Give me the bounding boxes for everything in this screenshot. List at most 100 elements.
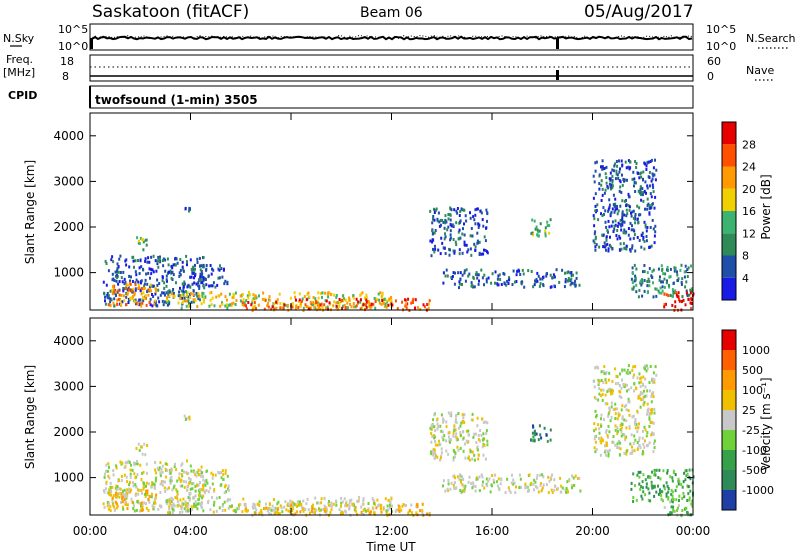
- echo-cell: [117, 289, 120, 293]
- echo-cell: [343, 297, 345, 301]
- echo-cell: [639, 487, 642, 491]
- echo-cell: [130, 497, 133, 501]
- echo-cell: [354, 305, 357, 309]
- echo-cell: [574, 279, 577, 283]
- echo-cell: [151, 285, 154, 288]
- echo-cell: [188, 481, 191, 485]
- echo-cell: [459, 488, 462, 492]
- echo-cell: [475, 271, 478, 275]
- echo-cell: [645, 364, 648, 368]
- echo-cell: [230, 304, 233, 308]
- echo-cell: [145, 481, 148, 485]
- echo-cell: [639, 188, 642, 192]
- echo-cell: [464, 456, 467, 460]
- colorbar-swatch: [722, 211, 736, 234]
- echo-cell: [665, 492, 668, 496]
- echo-cell: [258, 294, 260, 298]
- echo-cell: [595, 448, 598, 452]
- echo-cell: [309, 300, 312, 304]
- echo-cell: [496, 282, 499, 286]
- echo-cell: [315, 508, 318, 512]
- echo-cell: [170, 264, 173, 268]
- echo-cell: [460, 421, 463, 425]
- echo-cell: [619, 372, 621, 376]
- echo-cell: [138, 286, 141, 290]
- echo-cell: [103, 475, 106, 479]
- echo-cell: [621, 417, 624, 421]
- echo-cell: [690, 307, 693, 310]
- echo-cell: [464, 214, 467, 218]
- echo-cell: [466, 250, 469, 254]
- echo-cell: [463, 208, 466, 212]
- echo-cell: [426, 512, 428, 516]
- echo-cell: [481, 276, 484, 280]
- echo-cell: [642, 449, 644, 453]
- echo-cell: [538, 424, 541, 428]
- echo-cell: [480, 211, 483, 215]
- echo-cell: [193, 495, 196, 499]
- echo-cell: [470, 481, 473, 485]
- echo-cell: [154, 290, 157, 294]
- echo-cell: [643, 247, 646, 251]
- power-colorbar-label: Power [dB]: [759, 174, 773, 239]
- echo-cell: [414, 306, 416, 310]
- echo-cell: [635, 283, 638, 287]
- echo-cell: [459, 210, 462, 213]
- echo-cell: [498, 273, 501, 277]
- echo-cell: [344, 510, 347, 514]
- colorbar-swatch: [722, 450, 736, 470]
- echo-cell: [607, 449, 609, 453]
- echo-cell: [314, 496, 317, 500]
- echo-cell: [164, 490, 167, 493]
- echo-cell: [632, 375, 635, 379]
- echo-cell: [651, 275, 654, 279]
- echo-cell: [610, 401, 613, 405]
- echo-cell: [642, 199, 645, 203]
- echo-cell: [459, 271, 462, 275]
- echo-cell: [220, 483, 223, 487]
- echo-cell: [611, 379, 614, 383]
- echo-cell: [178, 271, 181, 275]
- echo-cell: [490, 483, 493, 487]
- echo-cell: [626, 389, 628, 393]
- power-ylabel: Slant Range [km]: [23, 160, 37, 264]
- echo-cell: [199, 275, 202, 279]
- echo-cell: [665, 481, 668, 485]
- echo-cell: [597, 398, 600, 402]
- echo-cell: [468, 475, 471, 479]
- echo-cell: [308, 307, 311, 311]
- echo-cell: [431, 229, 434, 233]
- echo-cell: [242, 497, 245, 501]
- echo-cell: [138, 298, 141, 302]
- echo-cell: [623, 405, 626, 409]
- echo-cell: [641, 480, 644, 484]
- echo-cell: [301, 299, 303, 303]
- echo-cell: [500, 478, 503, 482]
- echo-cell: [437, 424, 440, 428]
- echo-cell: [380, 510, 383, 514]
- echo-cell: [571, 474, 574, 478]
- echo-cell: [665, 302, 667, 306]
- echo-cell: [159, 471, 162, 475]
- echo-cell: [203, 491, 206, 495]
- echo-cell: [537, 234, 540, 238]
- echo-cell: [281, 306, 284, 310]
- echo-cell: [187, 509, 190, 513]
- echo-cell: [279, 302, 282, 306]
- echo-cell: [182, 497, 185, 501]
- echo-cell: [219, 264, 221, 268]
- echo-cell: [287, 509, 290, 513]
- echo-cell: [382, 505, 385, 509]
- echo-cell: [486, 219, 488, 223]
- echo-cell: [227, 498, 229, 502]
- echo-cell: [107, 507, 110, 511]
- echo-cell: [357, 300, 360, 304]
- echo-cell: [105, 463, 108, 467]
- echo-cell: [648, 416, 651, 420]
- echo-cell: [450, 411, 453, 415]
- echo-cell: [302, 499, 305, 503]
- echo-cell: [106, 291, 109, 295]
- echo-cell: [109, 509, 112, 513]
- echo-cell: [644, 223, 647, 227]
- echo-cell: [455, 221, 458, 225]
